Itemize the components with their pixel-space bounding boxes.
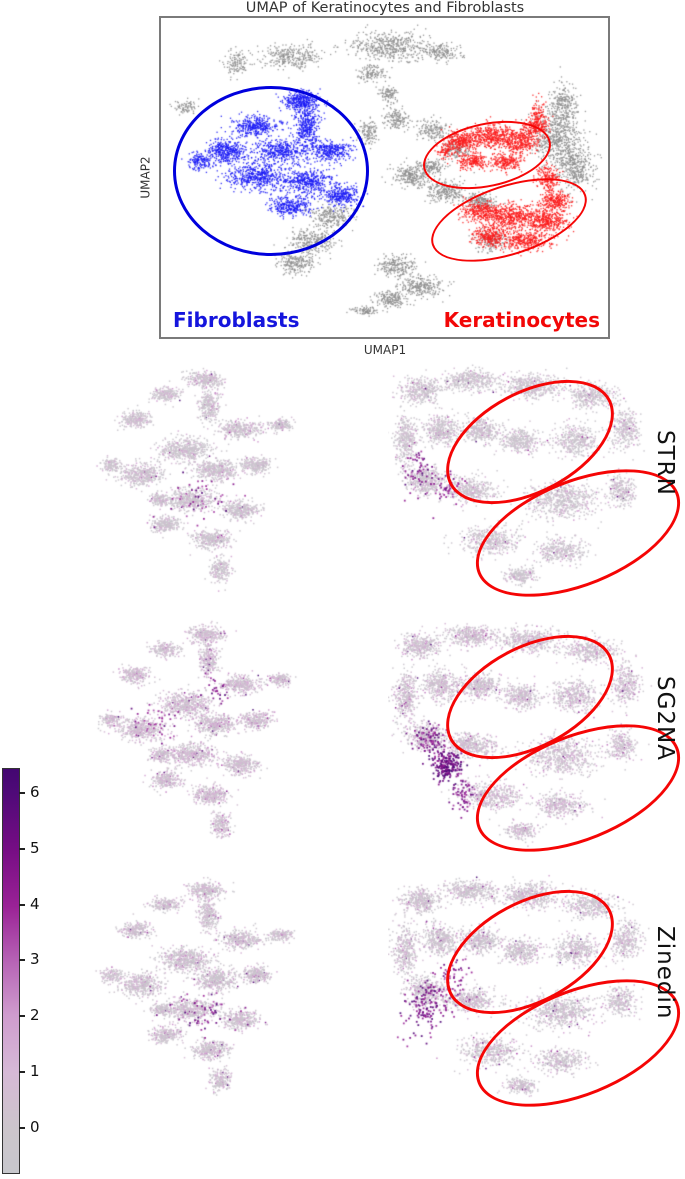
gene-label-zinedin: Zinedin: [646, 872, 684, 1118]
zinedin-fibroblast-panel: [90, 872, 318, 1118]
zinedin-keratinocyte-canvas: [388, 872, 680, 1118]
colorbar-gradient: [2, 768, 20, 1174]
colorbar-tick-label: 2: [30, 1006, 40, 1025]
keratinocytes-label: Keratinocytes: [443, 308, 600, 332]
colorbar-tick-mark: [19, 903, 25, 906]
colorbar-tick-mark: [19, 792, 25, 794]
y-axis-label: UMAP2: [138, 156, 153, 199]
colorbar-tick-label: 0: [30, 1117, 40, 1136]
sg2na-keratinocyte-panel: [388, 609, 685, 878]
fibroblast-ellipse: [173, 86, 369, 256]
zinedin-keratinocyte-panel: [388, 864, 685, 1133]
colorbar-tick-label: 3: [30, 950, 40, 969]
colorbar-tick-label: 6: [30, 783, 40, 801]
colorbar-tick-mark: [19, 847, 25, 850]
colorbar-tick-label: 1: [30, 1062, 40, 1080]
strn-keratinocyte-canvas: [388, 362, 680, 608]
strn-fibroblast-panel: [90, 362, 318, 608]
colorbar-tick-mark: [19, 959, 25, 962]
gene-label-sg2na: SG2NA: [646, 617, 684, 863]
umap-plot-area: Fibroblasts Keratinocytes: [159, 16, 610, 339]
sg2na-keratinocyte-canvas: [388, 617, 680, 863]
colorbar-tick-label: 5: [30, 838, 40, 857]
gene-label-zinedin-text: Zinedin: [652, 926, 678, 1020]
colorbar-tick-mark: [19, 1015, 25, 1018]
plot-title: UMAP of Keratinocytes and Fibroblasts: [245, 0, 525, 16]
fibroblasts-label: Fibroblasts: [173, 308, 300, 332]
x-axis-label: UMAP1: [363, 343, 407, 357]
gene-label-strn-text: STRN: [652, 430, 678, 496]
colorbar: 6 5 4 3 2 1 0: [0, 768, 60, 1179]
colorbar-tick-mark: [19, 1071, 25, 1073]
colorbar-tick-label: 4: [30, 894, 40, 913]
colorbar-tick-mark: [19, 1126, 25, 1129]
gene-label-sg2na-text: SG2NA: [652, 675, 678, 761]
strn-keratinocyte-panel: [388, 354, 685, 623]
sg2na-fibroblast-panel: [90, 617, 318, 863]
gene-label-strn: STRN: [646, 362, 684, 608]
